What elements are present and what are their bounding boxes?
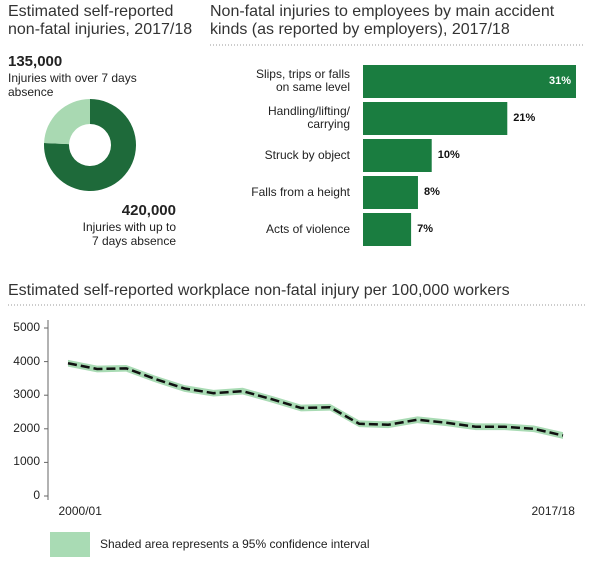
confidence-band xyxy=(68,359,563,439)
bar xyxy=(363,102,508,135)
category-label: Acts of violence xyxy=(265,221,350,236)
category-label: Falls from a height xyxy=(251,184,350,199)
legend-swatch xyxy=(50,532,90,557)
bar xyxy=(363,139,432,172)
value-label: 7% xyxy=(417,223,433,235)
chart-title: Non-fatal injuries to employees by main … xyxy=(210,3,555,39)
bar xyxy=(363,213,412,246)
category-label: Slips, trips or falls on same level xyxy=(255,66,350,95)
y-tick-label: 2000 xyxy=(13,420,40,435)
value-label: 8% xyxy=(423,186,440,198)
x-tick-label: 2017/18 xyxy=(531,504,575,518)
y-tick-label: 1000 xyxy=(13,454,40,469)
category-label: Injuries with over 7 days absence xyxy=(8,71,137,99)
value-label: 31% xyxy=(549,75,572,87)
category-label: Struck by object xyxy=(264,147,350,162)
donut-segment xyxy=(44,99,90,145)
bar xyxy=(363,65,576,98)
chart-title: Estimated self-reported non-fatal injuri… xyxy=(8,3,193,39)
legend-label: Shaded area represents a 95% confidence … xyxy=(100,537,370,551)
bar xyxy=(363,176,418,209)
donut-segment xyxy=(43,99,136,191)
y-tick-label: 4000 xyxy=(13,353,40,368)
y-tick-label: 3000 xyxy=(13,387,40,402)
y-tick-label: 0 xyxy=(33,488,40,502)
category-label: Handling/lifting/ carrying xyxy=(267,103,350,132)
value-label: 10% xyxy=(437,149,460,161)
value-label: 135,000 xyxy=(8,53,63,70)
y-tick-label: 5000 xyxy=(13,320,40,334)
x-tick-label: 2000/01 xyxy=(58,504,102,518)
line xyxy=(67,362,564,437)
chart-title: Estimated self-reported workplace non-fa… xyxy=(8,282,510,299)
category-label: Injuries with up to 7 days absence xyxy=(82,220,176,248)
value-label: 420,000 xyxy=(121,202,176,219)
value-label: 21% xyxy=(513,112,536,124)
